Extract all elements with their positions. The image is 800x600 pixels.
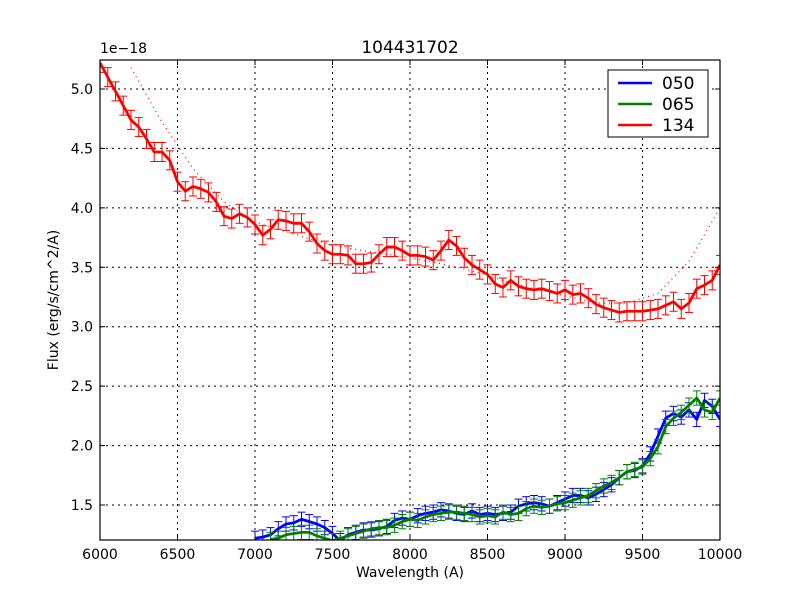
y-tick-label: 4.0 — [71, 201, 93, 217]
error-bars-134 — [100, 60, 720, 323]
y-axis-label: Flux (erg/s/cm^2/A) — [46, 230, 62, 370]
x-axis-label: Wavelength (A) — [356, 565, 464, 581]
chart-title: 104431702 — [361, 38, 458, 58]
legend: 050 065 134 — [607, 69, 709, 138]
legend-label-134: 134 — [662, 116, 694, 136]
series-line-134 — [100, 62, 720, 314]
x-tick-label: 7000 — [237, 547, 273, 563]
model-curve-134 — [130, 67, 720, 304]
y-tick-label: 3.0 — [71, 320, 93, 336]
y-offset-label: 1e−18 — [100, 41, 147, 57]
legend-label-065: 065 — [662, 95, 694, 115]
x-tick-label: 8000 — [392, 547, 428, 563]
axis-ticks: 6000 6500 7000 7500 8000 8500 9000 9500 10000 1.5… — [71, 60, 743, 563]
x-tick-label: 8500 — [470, 547, 506, 563]
x-tick-label: 6000 — [82, 547, 118, 563]
x-tick-label: 7500 — [315, 547, 351, 563]
x-tick-label: 9000 — [547, 547, 583, 563]
error-bars-050 — [251, 392, 720, 540]
series-layer — [100, 60, 720, 540]
y-tick-label: 3.5 — [71, 260, 93, 276]
y-tick-label: 4.5 — [71, 141, 93, 157]
y-tick-label: 2.0 — [71, 439, 93, 455]
y-tick-label: 5.0 — [71, 82, 93, 98]
x-tick-label: 10000 — [698, 547, 743, 563]
y-tick-label: 1.5 — [71, 498, 93, 514]
error-bars-065 — [266, 390, 720, 540]
x-tick-label: 9500 — [625, 547, 661, 563]
x-tick-label: 6500 — [160, 547, 196, 563]
legend-label-050: 050 — [662, 74, 694, 94]
y-tick-label: 2.5 — [71, 379, 93, 395]
series-line-065 — [270, 396, 720, 540]
